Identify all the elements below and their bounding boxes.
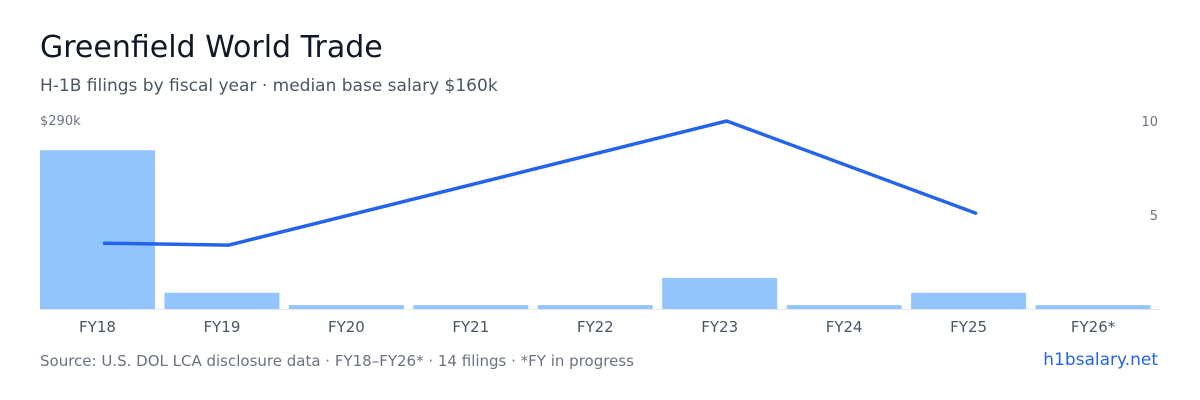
y-left-max-label: $290k: [40, 114, 81, 129]
bar-fy26-partial: [1035, 305, 1151, 309]
source-note: Source: U.S. DOL LCA disclosure data · F…: [40, 352, 634, 370]
x-tick-label: FY24: [826, 318, 863, 336]
x-tick-label: FY19: [203, 318, 240, 336]
x-tick-label: FY25: [950, 318, 987, 336]
y-right-tick-label: 10: [1141, 115, 1158, 130]
x-tick-label: FY22: [577, 318, 614, 336]
x-tick-label: FY23: [701, 318, 738, 336]
x-tick-label: FY20: [328, 318, 365, 336]
bar-fy22: [537, 305, 653, 309]
bar-fy23: [662, 277, 778, 309]
x-tick-label: FY18: [79, 318, 116, 336]
bar-fy19: [164, 292, 280, 309]
bar-fy18: [40, 150, 155, 309]
bar-fy25: [911, 292, 1027, 309]
y-right-tick-label: 5: [1150, 209, 1158, 224]
bar-fy21: [413, 305, 529, 309]
chart-subtitle: H-1B filings by fiscal year · median bas…: [40, 76, 498, 96]
chart-title: Greenfield World Trade: [40, 30, 383, 65]
salary-line: [102, 119, 978, 247]
site-link[interactable]: h1bsalary.net: [1043, 350, 1158, 370]
bar-fy24: [786, 305, 902, 309]
bar-fy20: [288, 305, 404, 309]
x-tick-label: FY26*: [1071, 318, 1116, 336]
x-tick-label: FY21: [452, 318, 489, 336]
